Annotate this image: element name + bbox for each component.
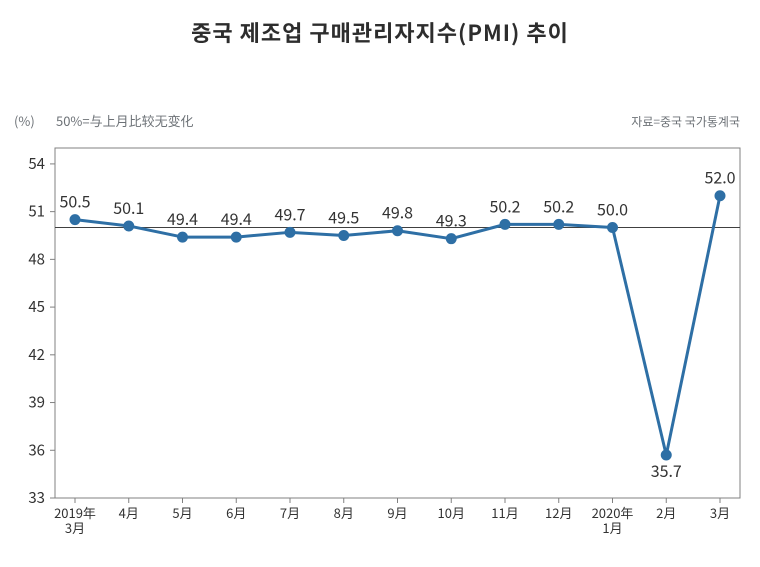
xtick-label: 10月 bbox=[438, 503, 465, 522]
data-label: 49.8 bbox=[382, 200, 413, 224]
data-marker bbox=[178, 232, 188, 242]
data-label: 49.4 bbox=[167, 206, 198, 230]
ytick-label: 51 bbox=[28, 201, 45, 222]
unit-label: (%) bbox=[14, 111, 35, 130]
ytick-label: 45 bbox=[28, 296, 45, 317]
data-label: 49.5 bbox=[328, 205, 359, 229]
ytick-label: 36 bbox=[28, 439, 45, 460]
data-label: 49.3 bbox=[436, 208, 467, 232]
data-label: 50.0 bbox=[597, 197, 628, 221]
data-label: 50.2 bbox=[489, 193, 520, 217]
subtitle-left: 50%=与上月比较无变化 bbox=[56, 111, 194, 130]
ytick-label: 48 bbox=[28, 248, 45, 269]
data-marker bbox=[124, 221, 134, 231]
data-label: 49.7 bbox=[274, 201, 305, 225]
data-marker bbox=[608, 223, 618, 233]
pmi-chart: 중국 제조업 구매관리자지수(PMI) 추이 (%) 50%=与上月比较无变化 자료… bbox=[0, 0, 760, 519]
xtick-label: 9月 bbox=[387, 503, 407, 522]
chart-title: 중국 제조업 구매관리자지수(PMI) 추이 bbox=[0, 0, 760, 48]
data-label: 52.0 bbox=[704, 165, 735, 189]
data-marker bbox=[339, 231, 349, 241]
xtick-label: 3月 bbox=[710, 503, 730, 522]
data-marker bbox=[715, 191, 725, 201]
xtick-label: 2月 bbox=[656, 503, 676, 522]
data-label: 50.1 bbox=[113, 195, 144, 219]
xtick-label: 6月 bbox=[226, 503, 246, 522]
data-label: 35.7 bbox=[651, 458, 682, 482]
data-marker bbox=[446, 234, 456, 244]
subtitle-right: 자료=중국 국가통계국 bbox=[631, 113, 740, 130]
xtick-label: 11月 bbox=[491, 503, 518, 522]
data-label: 49.4 bbox=[221, 206, 252, 230]
data-marker bbox=[393, 226, 403, 236]
data-marker bbox=[554, 219, 564, 229]
ytick-label: 33 bbox=[28, 487, 45, 508]
data-marker bbox=[70, 215, 80, 225]
xtick-label: 8月 bbox=[334, 503, 354, 522]
ytick-label: 39 bbox=[28, 392, 45, 413]
data-marker bbox=[285, 227, 295, 237]
data-label: 50.5 bbox=[59, 189, 90, 213]
xtick-label: 12月 bbox=[545, 503, 572, 522]
ytick-label: 54 bbox=[28, 153, 45, 174]
xtick-label: 3月 bbox=[65, 518, 85, 537]
xtick-label: 1月 bbox=[602, 518, 622, 537]
data-label: 50.2 bbox=[543, 193, 574, 217]
xtick-label: 4月 bbox=[119, 503, 139, 522]
data-marker bbox=[231, 232, 241, 242]
data-marker bbox=[500, 219, 510, 229]
xtick-label: 5月 bbox=[172, 503, 192, 522]
xtick-label: 7月 bbox=[280, 503, 300, 522]
chart-svg: (%) 50%=与上月比较无变化 자료=중국 국가통계국 33 36 39 42 45 48 51… bbox=[0, 48, 760, 567]
ytick-label: 42 bbox=[28, 344, 45, 365]
